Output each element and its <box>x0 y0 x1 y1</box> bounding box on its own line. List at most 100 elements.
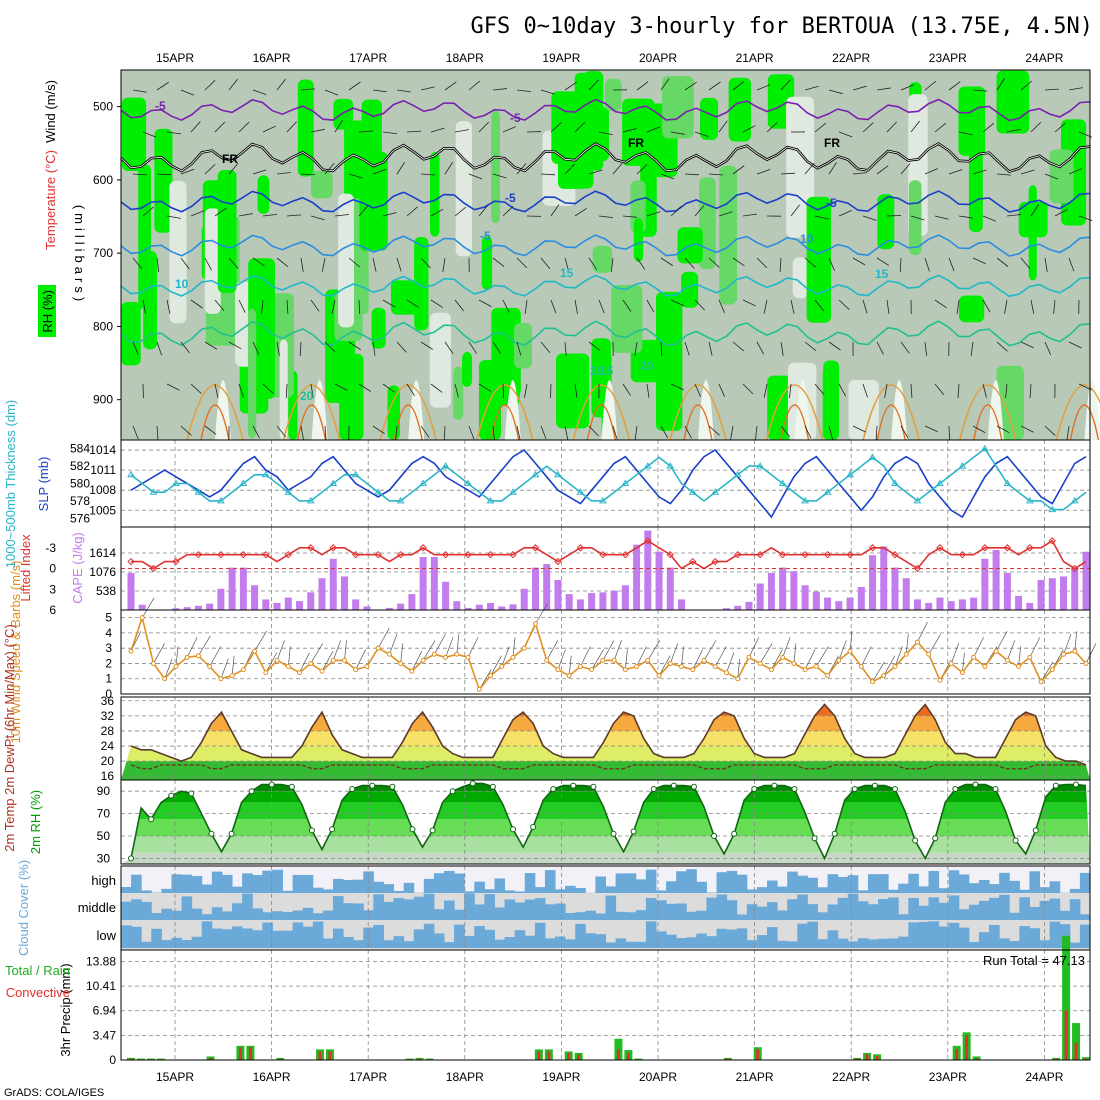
cloud-bar <box>131 926 142 948</box>
cloud-bar <box>958 909 970 920</box>
wind-barb <box>190 299 203 309</box>
rh-marker <box>871 782 878 789</box>
rh-marker <box>570 782 577 789</box>
wind-barb <box>204 164 216 175</box>
cloud-bar <box>958 874 970 893</box>
cape-bar <box>846 597 854 610</box>
wind-barb <box>876 341 884 355</box>
wind-barb <box>156 257 160 272</box>
wind-barb-10m <box>456 634 460 655</box>
wind-barb <box>180 341 190 354</box>
thickness-marker <box>1070 496 1079 504</box>
lifted-index-marker <box>689 557 697 566</box>
wind-barb <box>636 257 646 270</box>
rh-blob <box>806 196 832 323</box>
cloud-bar <box>444 870 455 893</box>
pressure-axis-label: (millibars) <box>72 205 87 305</box>
rh-blob <box>143 250 158 350</box>
wind-barb <box>610 257 614 272</box>
wind-barb-10m <box>512 637 516 658</box>
cloud-bar <box>332 896 344 920</box>
wind-barb-10m <box>1018 646 1021 667</box>
wind-barb <box>684 257 695 269</box>
wind-barb-10m <box>434 634 446 655</box>
wind-speed-marker <box>1038 679 1044 685</box>
cloud-bar <box>625 912 637 920</box>
wind-barb <box>742 125 756 133</box>
cloud-bar <box>625 941 637 948</box>
wind-barb <box>550 204 560 217</box>
cape-bar <box>1082 551 1090 610</box>
wind-barb <box>204 425 217 435</box>
wind-speed-marker <box>926 651 932 657</box>
lifted-index-tick: 0 <box>49 562 56 576</box>
wind-barb <box>382 299 396 308</box>
wind-barb-10m <box>355 649 366 670</box>
wind-barb <box>238 213 253 217</box>
cloud-bar <box>706 936 718 948</box>
wind-barb <box>790 299 795 314</box>
wind-barb <box>718 211 733 217</box>
cloud-bar <box>888 889 899 893</box>
thickness-marker <box>576 488 585 495</box>
cloud-bar <box>716 894 728 920</box>
wind-barb-10m <box>445 637 454 658</box>
wind-barb-10m <box>625 649 628 670</box>
slp-tick: 1008 <box>89 483 116 497</box>
contour-25 <box>1055 384 1100 441</box>
cloud-bar <box>534 898 546 920</box>
cloud-bar <box>423 923 435 948</box>
wind-barb <box>804 425 812 439</box>
cape-bar <box>835 601 843 610</box>
wind-speed-marker <box>914 639 920 645</box>
wind-barb <box>574 207 587 217</box>
rh-blob <box>622 98 655 166</box>
wind-barb <box>516 425 521 440</box>
wind-barb <box>1068 168 1083 175</box>
wind-barb <box>502 206 514 217</box>
wind-speed-marker <box>679 664 685 670</box>
wind-barb <box>564 257 570 272</box>
wind-barb <box>166 383 180 391</box>
precip-convective-bar <box>1084 1058 1088 1060</box>
contour-label: -5 <box>826 196 837 210</box>
wind-barb <box>1020 341 1034 349</box>
date-label-bottom: 18APR <box>446 1070 484 1084</box>
wind-tick: 3 <box>105 641 112 655</box>
cloud-bar <box>423 878 435 893</box>
cloud-bar <box>302 926 314 948</box>
wind-barb <box>540 425 547 440</box>
wind-barb <box>972 257 986 265</box>
wind-speed-marker <box>195 653 201 659</box>
thickness-marker <box>441 462 450 469</box>
wind-barb <box>622 299 632 312</box>
wind-barb <box>622 215 637 218</box>
rh-band <box>121 791 1090 803</box>
slp-tick: 1005 <box>89 503 116 517</box>
lifted-index-marker <box>576 544 585 552</box>
wind-barb <box>516 341 522 356</box>
wind-barb <box>948 81 961 91</box>
wind-barb <box>899 257 902 273</box>
rh-marker <box>650 785 657 792</box>
temp-band <box>121 746 1090 762</box>
wind-speed-marker <box>903 651 909 657</box>
cape-bar <box>936 597 944 610</box>
rh-blob <box>430 152 440 237</box>
wind-barb <box>588 169 603 175</box>
contour-30 <box>876 404 906 441</box>
rh-marker <box>449 788 456 795</box>
wind-barb <box>214 207 227 217</box>
wind-speed-marker <box>353 667 359 673</box>
cape-tick: 1614 <box>89 546 116 560</box>
cloud-bar <box>161 908 172 920</box>
lifted-index-marker <box>194 550 203 559</box>
cloud-bar <box>968 883 980 893</box>
wind-barb <box>540 89 555 95</box>
cloud-bar <box>948 922 960 948</box>
lifted-index-marker <box>127 557 135 566</box>
wind-barb <box>934 383 945 396</box>
wind-barb-10m <box>1029 637 1041 658</box>
wind-barb <box>382 383 395 393</box>
